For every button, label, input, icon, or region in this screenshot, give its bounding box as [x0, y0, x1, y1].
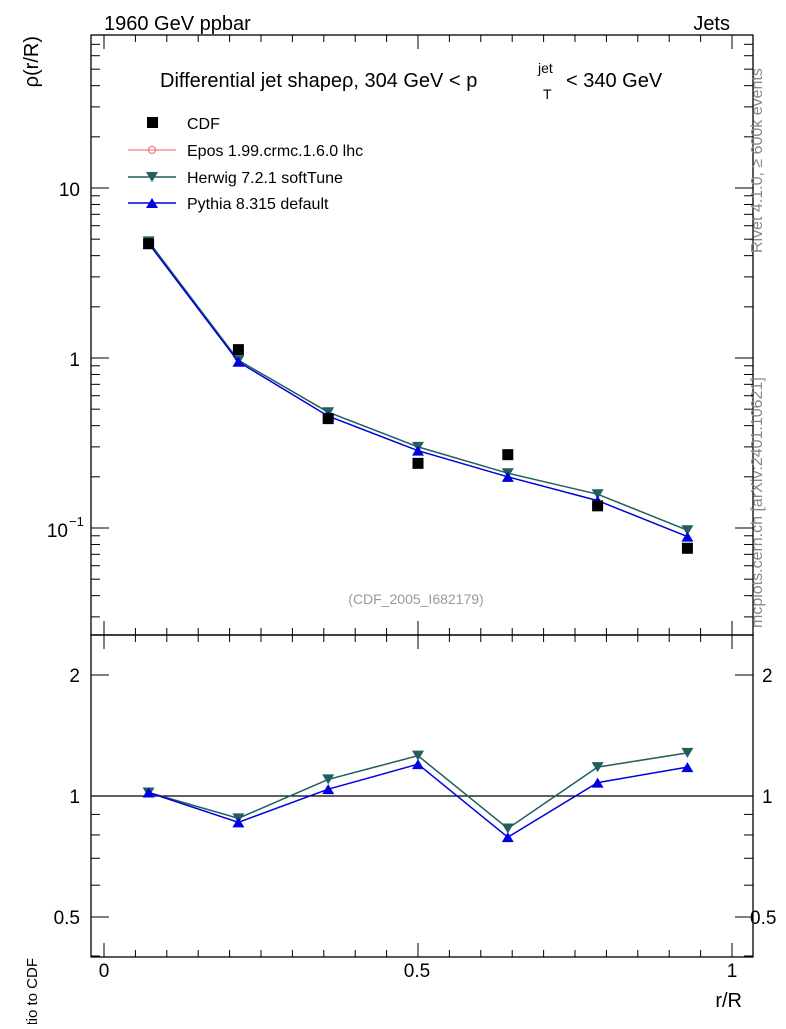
- main-point-cdf: [232, 344, 244, 356]
- main-line-herwig: [148, 240, 688, 531]
- ratio-series-layer: [91, 747, 753, 843]
- ratio-point-pythia: [681, 762, 694, 773]
- category-label: Jets: [693, 13, 730, 35]
- legend-label-pythia: Pythia 8.315 default: [187, 196, 329, 213]
- main-point-cdf: [412, 457, 424, 469]
- ratio-tick-label-1-right: 1: [762, 787, 773, 808]
- main-point-pythia: [681, 531, 694, 542]
- ratio-tick-label-2: 2: [69, 666, 80, 687]
- main-point-cdf: [592, 500, 604, 512]
- ratio-point-pythia: [142, 787, 155, 798]
- legend-marker-epos: [147, 145, 157, 155]
- ratio-point-herwig: [681, 747, 694, 758]
- y-tick-label-0.1-base: 10: [47, 521, 68, 542]
- legend-marker-herwig: [146, 172, 158, 182]
- axis-ticks: [91, 35, 753, 957]
- source-text: mcplots.cern.ch [arXiv:2401.10621]: [749, 377, 766, 628]
- ratio-point-pythia: [232, 817, 245, 828]
- y-tick-label-10: 10: [59, 180, 80, 201]
- ratio-tick-label-2-right: 2: [762, 666, 773, 687]
- ratio-tick-label-0.5-right: 0.5: [750, 908, 776, 929]
- ratio-tick-label-0.5: 0.5: [54, 908, 80, 929]
- main-series-layer: [142, 236, 694, 554]
- ratio-point-pythia: [591, 777, 604, 788]
- legend-marker-cdf: [147, 117, 158, 128]
- main-point-pythia: [412, 445, 424, 456]
- legend-marker-pythia: [146, 198, 158, 208]
- ratio-point-herwig: [322, 774, 335, 785]
- main-point-pythia: [501, 471, 514, 482]
- main-point-cdf: [681, 542, 693, 554]
- ratio-point-pythia: [501, 832, 514, 843]
- ratio-point-herwig: [591, 762, 604, 773]
- y-tick-label-1: 1: [69, 350, 80, 371]
- y-tick-label-0.1-exponent: −1: [69, 514, 84, 529]
- legend-label-herwig: Herwig 7.2.1 softTune: [187, 170, 343, 187]
- plot-title-subscript: T: [543, 86, 552, 102]
- main-point-herwig: [681, 525, 694, 536]
- plot-title: Differential jet shapeρ, 304 GeV < p: [160, 70, 477, 92]
- ratio-line-pythia: [148, 763, 688, 839]
- main-point-cdf: [322, 413, 334, 425]
- analysis-watermark: (CDF_2005_I682179): [348, 591, 483, 607]
- ratio-point-pythia: [322, 784, 335, 795]
- ratio-point-pythia: [412, 759, 424, 770]
- legend: CDF Epos 1.99.crmc.1.6.0 lhc Herwig 7.2.…: [128, 116, 363, 213]
- legend-label-cdf: CDF: [187, 116, 220, 133]
- main-point-herwig: [591, 489, 604, 500]
- ratio-tick-label-1: 1: [69, 787, 80, 808]
- ratio-point-herwig: [501, 823, 514, 834]
- main-line-pythia: [148, 242, 688, 538]
- ratio-axis-label: Ratio to CDF: [24, 958, 41, 1024]
- main-point-cdf: [143, 238, 155, 250]
- x-axis-label: r/R: [715, 990, 742, 1012]
- rivet-version-text: Rivet 4.1.0, ≥ 600k events: [749, 68, 766, 253]
- ratio-point-herwig: [412, 750, 424, 761]
- main-point-pythia: [232, 356, 245, 367]
- x-tick-label-0.5: 0.5: [404, 961, 430, 982]
- x-tick-label-0: 0: [99, 961, 110, 982]
- main-point-cdf: [502, 449, 514, 461]
- y-axis-label: ρ(r/R): [21, 36, 43, 87]
- x-tick-label-1: 1: [727, 961, 738, 982]
- plot-title-end: < 340 GeV: [566, 70, 663, 92]
- energy-label: 1960 GeV ppbar: [104, 13, 251, 35]
- plot-title-superscript: jet: [537, 60, 553, 76]
- legend-label-epos: Epos 1.99.crmc.1.6.0 lhc: [187, 143, 363, 160]
